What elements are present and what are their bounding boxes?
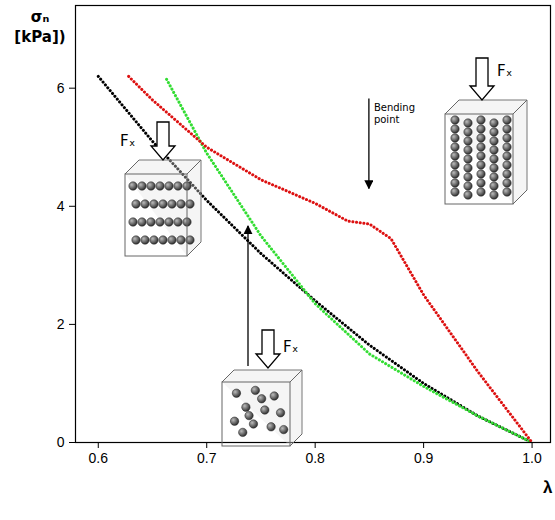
- svg-text:Fₓ: Fₓ: [283, 338, 298, 356]
- svg-text:6: 6: [57, 80, 65, 96]
- svg-text:0.8: 0.8: [305, 450, 325, 466]
- svg-text:0: 0: [57, 434, 65, 450]
- svg-text:Fₓ: Fₓ: [497, 62, 512, 80]
- svg-text:0.6: 0.6: [89, 450, 109, 466]
- svg-text:Fₓ: Fₓ: [120, 132, 135, 150]
- svg-text:4: 4: [57, 198, 65, 214]
- svg-text:2: 2: [57, 316, 65, 332]
- svg-text:1.0: 1.0: [522, 450, 542, 466]
- svg-text:0.9: 0.9: [414, 450, 434, 466]
- svg-text:Bending: Bending: [374, 102, 415, 113]
- svg-text:point: point: [374, 114, 400, 125]
- svg-text:0.7: 0.7: [197, 450, 217, 466]
- svg-text:[kPa]): [kPa]): [14, 28, 65, 46]
- svg-text:λ: λ: [543, 478, 553, 497]
- svg-text:σₙ: σₙ: [31, 8, 50, 26]
